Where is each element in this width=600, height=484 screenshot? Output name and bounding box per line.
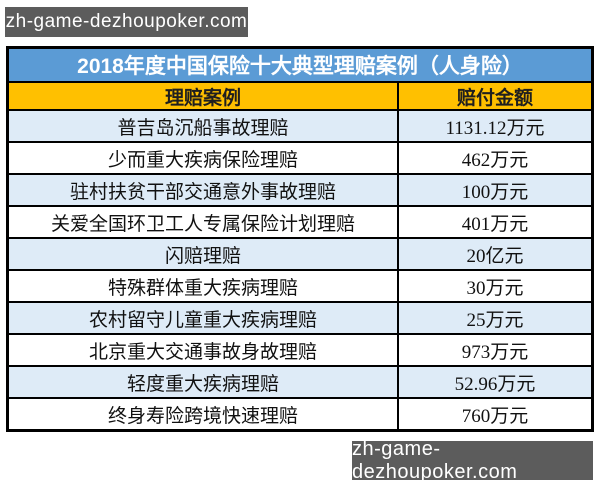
table-row: 终身寿险跨境快速理赔 760万元 xyxy=(9,399,591,429)
case-cell: 驻村扶贫干部交通意外事故理赔 xyxy=(9,175,399,205)
table-row: 关爱全国环卫工人专属保险计划理赔 401万元 xyxy=(9,207,591,239)
case-cell: 关爱全国环卫工人专属保险计划理赔 xyxy=(9,207,399,237)
amount-cell: 52.96万元 xyxy=(454,373,536,395)
table-body: 普吉岛沉船事故理赔 1131.12万元 少而重大疾病保险理赔 462万元 驻村扶… xyxy=(9,111,591,429)
table-row: 轻度重大疾病理赔 52.96万元 xyxy=(9,367,591,399)
table-row: 北京重大交通事故身故理赔 973万元 xyxy=(9,335,591,367)
amount-cell: 760万元 xyxy=(461,405,529,427)
amount-cell: 20亿元 xyxy=(466,245,524,267)
table-title: 2018年度中国保险十大典型理赔案例（人身险） xyxy=(9,49,591,83)
amount-cell: 30万元 xyxy=(466,277,524,299)
case-cell: 农村留守儿童重大疾病理赔 xyxy=(9,303,399,333)
amount-cell: 401万元 xyxy=(461,213,529,235)
table-row: 农村留守儿童重大疾病理赔 25万元 xyxy=(9,303,591,335)
table-row: 普吉岛沉船事故理赔 1131.12万元 xyxy=(9,111,591,143)
table-row: 特殊群体重大疾病理赔 30万元 xyxy=(9,271,591,303)
case-cell: 少而重大疾病保险理赔 xyxy=(9,143,399,173)
watermark-top: zh-game-dezhoupoker.com xyxy=(5,7,248,37)
claims-table: 2018年度中国保险十大典型理赔案例（人身险） 理赔案例 赔付金额 普吉岛沉船事… xyxy=(6,46,594,432)
case-cell: 闪赔理赔 xyxy=(9,239,399,269)
amount-cell: 1131.12万元 xyxy=(445,117,545,139)
col-header-case: 理赔案例 xyxy=(9,83,399,109)
case-cell: 轻度重大疾病理赔 xyxy=(9,367,399,397)
case-cell: 普吉岛沉船事故理赔 xyxy=(9,111,399,141)
amount-cell: 973万元 xyxy=(461,341,529,363)
amount-cell: 462万元 xyxy=(461,149,529,171)
col-header-amount: 赔付金额 xyxy=(456,87,533,109)
amount-cell: 100万元 xyxy=(461,181,529,203)
case-cell: 北京重大交通事故身故理赔 xyxy=(9,335,399,365)
case-cell: 特殊群体重大疾病理赔 xyxy=(9,271,399,301)
table-row: 少而重大疾病保险理赔 462万元 xyxy=(9,143,591,175)
table-row: 闪赔理赔 20亿元 xyxy=(9,239,591,271)
case-cell: 终身寿险跨境快速理赔 xyxy=(9,399,399,429)
amount-cell: 25万元 xyxy=(466,309,524,331)
table-row: 驻村扶贫干部交通意外事故理赔 100万元 xyxy=(9,175,591,207)
table-header-row: 理赔案例 赔付金额 xyxy=(9,83,591,111)
watermark-bottom: zh-game-dezhoupoker.com xyxy=(352,438,593,483)
